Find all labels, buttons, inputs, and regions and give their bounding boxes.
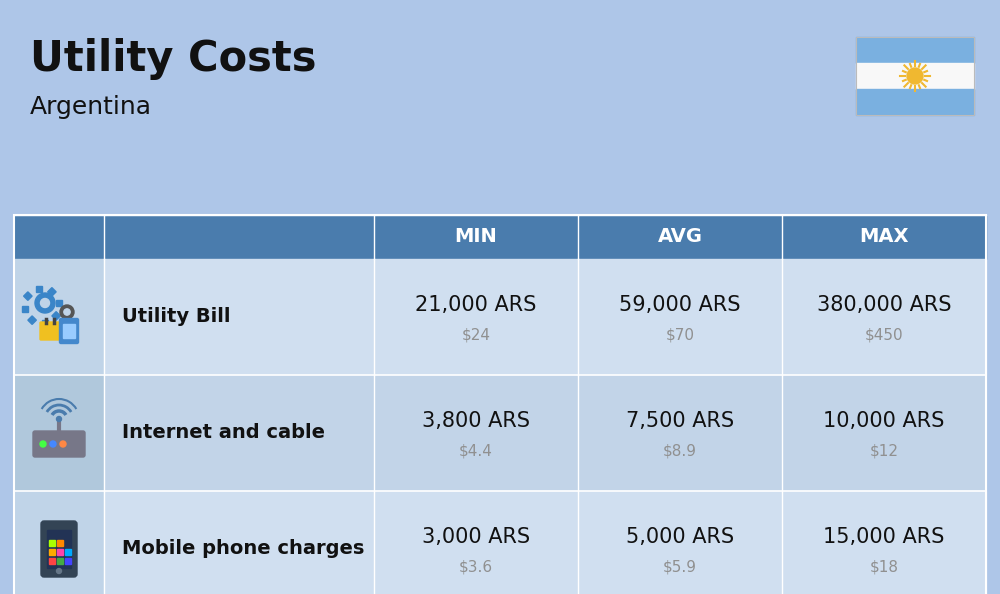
Text: Internet and cable: Internet and cable bbox=[122, 424, 325, 443]
Bar bbox=[104, 259, 986, 375]
Text: $24: $24 bbox=[462, 327, 490, 343]
Text: 21,000 ARS: 21,000 ARS bbox=[415, 295, 537, 315]
Text: MAX: MAX bbox=[859, 228, 909, 247]
Circle shape bbox=[56, 416, 62, 422]
Text: $450: $450 bbox=[865, 327, 903, 343]
Bar bbox=[57, 540, 63, 546]
Circle shape bbox=[56, 568, 62, 573]
Text: 10,000 ARS: 10,000 ARS bbox=[823, 411, 945, 431]
Circle shape bbox=[907, 68, 923, 84]
FancyBboxPatch shape bbox=[40, 322, 64, 340]
Bar bbox=[56, 300, 62, 306]
Text: Utility Bill: Utility Bill bbox=[122, 308, 230, 327]
Text: 5,000 ARS: 5,000 ARS bbox=[626, 527, 734, 547]
Bar bbox=[14, 215, 986, 259]
Bar bbox=[48, 287, 56, 296]
Text: 3,000 ARS: 3,000 ARS bbox=[422, 527, 530, 547]
Text: $3.6: $3.6 bbox=[459, 560, 493, 574]
Text: AVG: AVG bbox=[658, 228, 702, 247]
Text: 7,500 ARS: 7,500 ARS bbox=[626, 411, 734, 431]
Text: 59,000 ARS: 59,000 ARS bbox=[619, 295, 741, 315]
Circle shape bbox=[40, 299, 50, 308]
Bar bbox=[28, 316, 36, 324]
Text: $8.9: $8.9 bbox=[663, 444, 697, 459]
Text: $5.9: $5.9 bbox=[663, 560, 697, 574]
Circle shape bbox=[64, 309, 70, 315]
Bar bbox=[104, 375, 986, 491]
Bar bbox=[47, 530, 71, 568]
Bar bbox=[856, 63, 974, 89]
Bar bbox=[52, 312, 60, 320]
Bar bbox=[65, 558, 71, 564]
Circle shape bbox=[50, 441, 56, 447]
Circle shape bbox=[60, 441, 66, 447]
Text: $70: $70 bbox=[666, 327, 694, 343]
Bar bbox=[57, 558, 63, 564]
Text: $12: $12 bbox=[870, 444, 898, 459]
Bar bbox=[57, 549, 63, 555]
Bar bbox=[49, 558, 55, 564]
Bar bbox=[36, 286, 42, 292]
Text: Utility Costs: Utility Costs bbox=[30, 38, 316, 80]
Bar bbox=[104, 491, 986, 594]
FancyBboxPatch shape bbox=[60, 318, 78, 343]
Bar bbox=[14, 259, 104, 375]
Bar bbox=[856, 89, 974, 115]
Bar bbox=[22, 306, 28, 312]
FancyBboxPatch shape bbox=[33, 431, 85, 457]
Text: 380,000 ARS: 380,000 ARS bbox=[817, 295, 951, 315]
Bar bbox=[24, 292, 32, 301]
Text: Argentina: Argentina bbox=[30, 95, 152, 119]
Circle shape bbox=[60, 305, 74, 319]
Text: 15,000 ARS: 15,000 ARS bbox=[823, 527, 945, 547]
Bar bbox=[856, 37, 974, 115]
Bar bbox=[49, 540, 55, 546]
FancyBboxPatch shape bbox=[41, 521, 77, 577]
Bar bbox=[49, 549, 55, 555]
Text: 3,800 ARS: 3,800 ARS bbox=[422, 411, 530, 431]
Circle shape bbox=[35, 293, 55, 313]
Text: $4.4: $4.4 bbox=[459, 444, 493, 459]
Text: Mobile phone charges: Mobile phone charges bbox=[122, 539, 364, 558]
Bar bbox=[63, 324, 75, 338]
Bar bbox=[14, 215, 986, 594]
Bar bbox=[65, 549, 71, 555]
Bar bbox=[42, 320, 48, 326]
Bar bbox=[856, 37, 974, 63]
Text: $18: $18 bbox=[870, 560, 898, 574]
Bar bbox=[14, 375, 104, 491]
Circle shape bbox=[40, 441, 46, 447]
Bar bbox=[14, 491, 104, 594]
Text: MIN: MIN bbox=[455, 228, 497, 247]
